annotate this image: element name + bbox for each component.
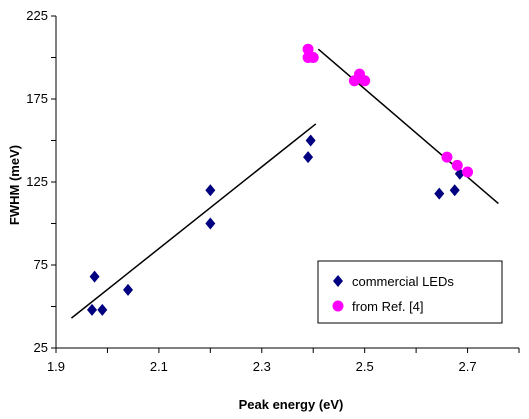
trendline-1	[70, 123, 317, 319]
ref-4-point	[302, 43, 314, 55]
ref-4-point	[359, 75, 371, 87]
commercial-led-point	[449, 184, 460, 197]
commercial-led-point	[205, 184, 216, 197]
legend-label-ref-4: from Ref. [4]	[352, 299, 424, 314]
trendline-2	[317, 48, 499, 205]
legend-circle-marker	[332, 300, 344, 312]
x-tick-label: 2.1	[150, 359, 168, 374]
ref-4-point	[462, 166, 474, 178]
x-axis-title: Peak energy (eV)	[239, 397, 344, 412]
commercial-led-point	[305, 134, 316, 147]
y-tick-label: 225	[26, 8, 48, 23]
data-points	[87, 43, 474, 316]
legend: commercial LEDs from Ref. [4]	[317, 260, 503, 324]
ref-4-point	[441, 151, 453, 163]
commercial-led-point	[87, 303, 98, 316]
y-tick-label: 175	[26, 91, 48, 106]
x-tick-label: 2.7	[459, 359, 477, 374]
y-tick-label: 75	[34, 257, 48, 272]
x-tick-label: 2.3	[253, 359, 271, 374]
legend-box	[317, 260, 503, 324]
x-tick-label: 1.9	[47, 359, 65, 374]
trendlines	[70, 48, 499, 319]
commercial-led-point	[123, 283, 134, 296]
x-axis-ticks: 1.9 2.1 2.3 2.5 2.7	[47, 348, 520, 374]
y-tick-label: 125	[26, 174, 48, 189]
ref-4-point	[451, 159, 463, 171]
legend-diamond-marker	[333, 275, 343, 287]
y-axis-ticks: 25 75 125 175 225	[26, 8, 56, 355]
legend-label-commercial-leds: commercial LEDs	[352, 274, 454, 289]
x-tick-label: 2.5	[356, 359, 374, 374]
ref-4-point	[307, 52, 319, 63]
commercial-led-point	[434, 187, 445, 200]
commercial-led-point	[205, 217, 216, 230]
commercial-led-point	[89, 270, 100, 283]
y-axis-title: FWHM (meV)	[7, 145, 22, 225]
y-tick-label: 25	[34, 340, 48, 355]
commercial-led-point	[97, 303, 108, 316]
commercial-led-point	[303, 151, 314, 164]
